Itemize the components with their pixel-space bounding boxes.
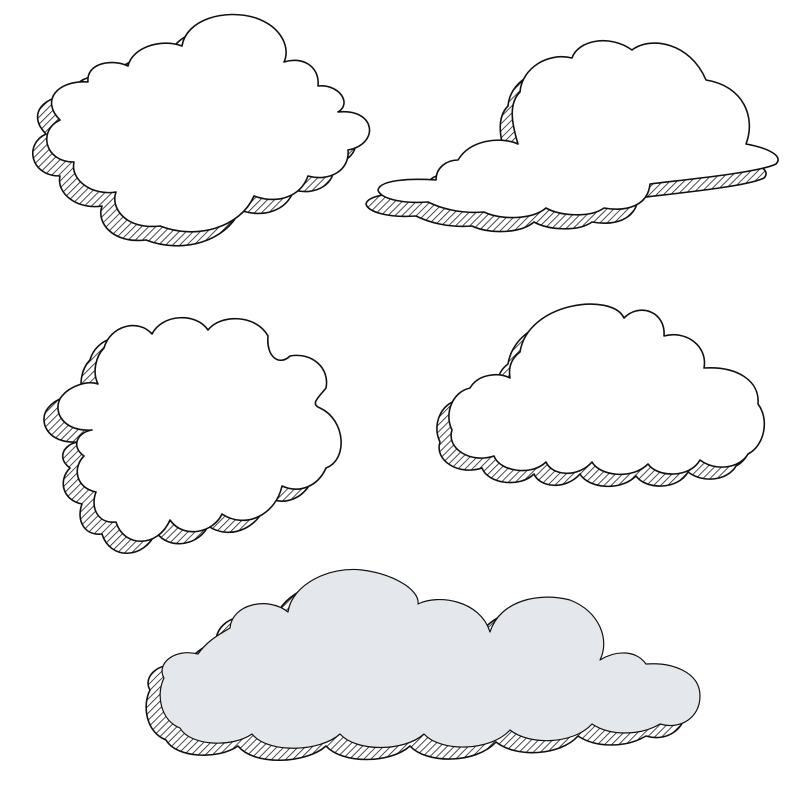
cloud-1 bbox=[31, 13, 371, 247]
cloud-4 bbox=[436, 303, 766, 488]
cloud-2 bbox=[365, 40, 779, 233]
cloud-3 bbox=[43, 316, 342, 555]
cloud-2-body bbox=[377, 40, 779, 219]
cloud-4-body bbox=[448, 303, 766, 476]
cloud-5 bbox=[145, 568, 701, 761]
cloud-1-body bbox=[45, 13, 371, 233]
cloud-5-body bbox=[159, 568, 701, 749]
cloud-3-body bbox=[57, 316, 342, 543]
